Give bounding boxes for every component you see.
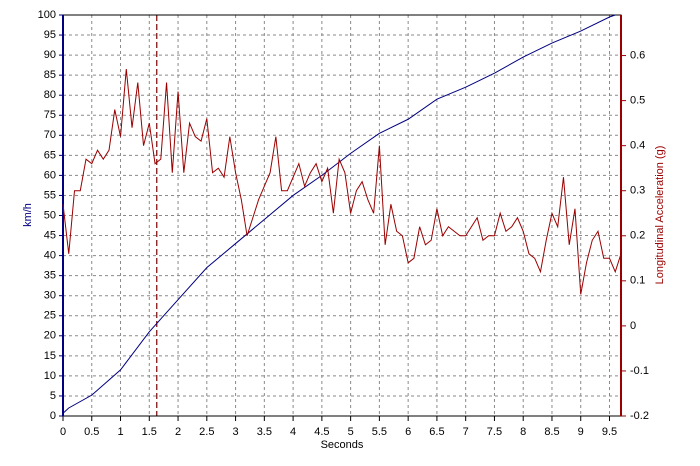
- x-tick-label: 0: [60, 426, 66, 438]
- x-tick-label: 8: [520, 426, 526, 438]
- x-tick-label: 9.5: [602, 426, 617, 438]
- x-tick-label: 3.5: [257, 426, 272, 438]
- x-tick-label: 7.5: [487, 426, 502, 438]
- x-tick-label: 5: [348, 426, 354, 438]
- y-tick-label: 100: [38, 9, 56, 21]
- y-tick-label: 45: [44, 229, 56, 241]
- y-tick-label: 65: [44, 149, 56, 161]
- series-line: [62, 69, 622, 295]
- y-tick-label: 20: [44, 330, 56, 342]
- x-tick-label: 2.5: [199, 426, 214, 438]
- x-tick-label: 2: [175, 426, 181, 438]
- x-tick-label: 5.5: [372, 426, 387, 438]
- y2-axis-title: Longitudinal Acceleration (g): [654, 146, 666, 285]
- x-tick-label: 6: [405, 426, 411, 438]
- y2-tick-label: 0.6: [630, 49, 645, 61]
- y-tick-label: 30: [44, 290, 56, 302]
- x-tick-label: 1.5: [142, 426, 157, 438]
- y-tick-label: 90: [44, 49, 56, 61]
- x-tick-label: 6.5: [429, 426, 444, 438]
- y2-tick-label: 0.1: [630, 275, 645, 287]
- x-tick-label: 7: [463, 426, 469, 438]
- y2-tick-label: -0.2: [630, 410, 649, 422]
- y-tick-label: 85: [44, 69, 56, 81]
- x-tick-label: 8.5: [544, 426, 559, 438]
- y2-tick-label: -0.1: [630, 365, 649, 377]
- x-tick-label: 4: [290, 426, 296, 438]
- y-tick-label: 15: [44, 350, 56, 362]
- y-tick-label: 70: [44, 129, 56, 141]
- y-tick-label: 75: [44, 109, 56, 121]
- y-tick-label: 95: [44, 29, 56, 41]
- y-tick-label: 80: [44, 89, 56, 101]
- y-tick-label: 25: [44, 310, 56, 322]
- y-tick-label: 35: [44, 270, 56, 282]
- y2-tick-label: 0.5: [630, 95, 645, 107]
- y-tick-label: 60: [44, 169, 56, 181]
- series-line: [62, 14, 616, 414]
- y-tick-label: 55: [44, 189, 56, 201]
- x-tick-label: 0.5: [84, 426, 99, 438]
- y-tick-label: 40: [44, 250, 56, 262]
- y-axis-title: km/h: [22, 203, 34, 227]
- y-tick-label: 50: [44, 209, 56, 221]
- x-tick-label: 4.5: [314, 426, 329, 438]
- y2-tick-label: 0.4: [630, 140, 645, 152]
- y-tick-label: 5: [50, 390, 56, 402]
- y-tick-label: 0: [50, 410, 56, 422]
- x-axis-title: Seconds: [321, 439, 364, 451]
- y2-tick-label: 0.3: [630, 185, 645, 197]
- x-tick-label: 1: [117, 426, 123, 438]
- y-tick-label: 10: [44, 370, 56, 382]
- x-tick-label: 3: [233, 426, 239, 438]
- y2-tick-label: 0: [630, 320, 636, 332]
- x-tick-label: 9: [578, 426, 584, 438]
- y2-tick-label: 0.2: [630, 230, 645, 242]
